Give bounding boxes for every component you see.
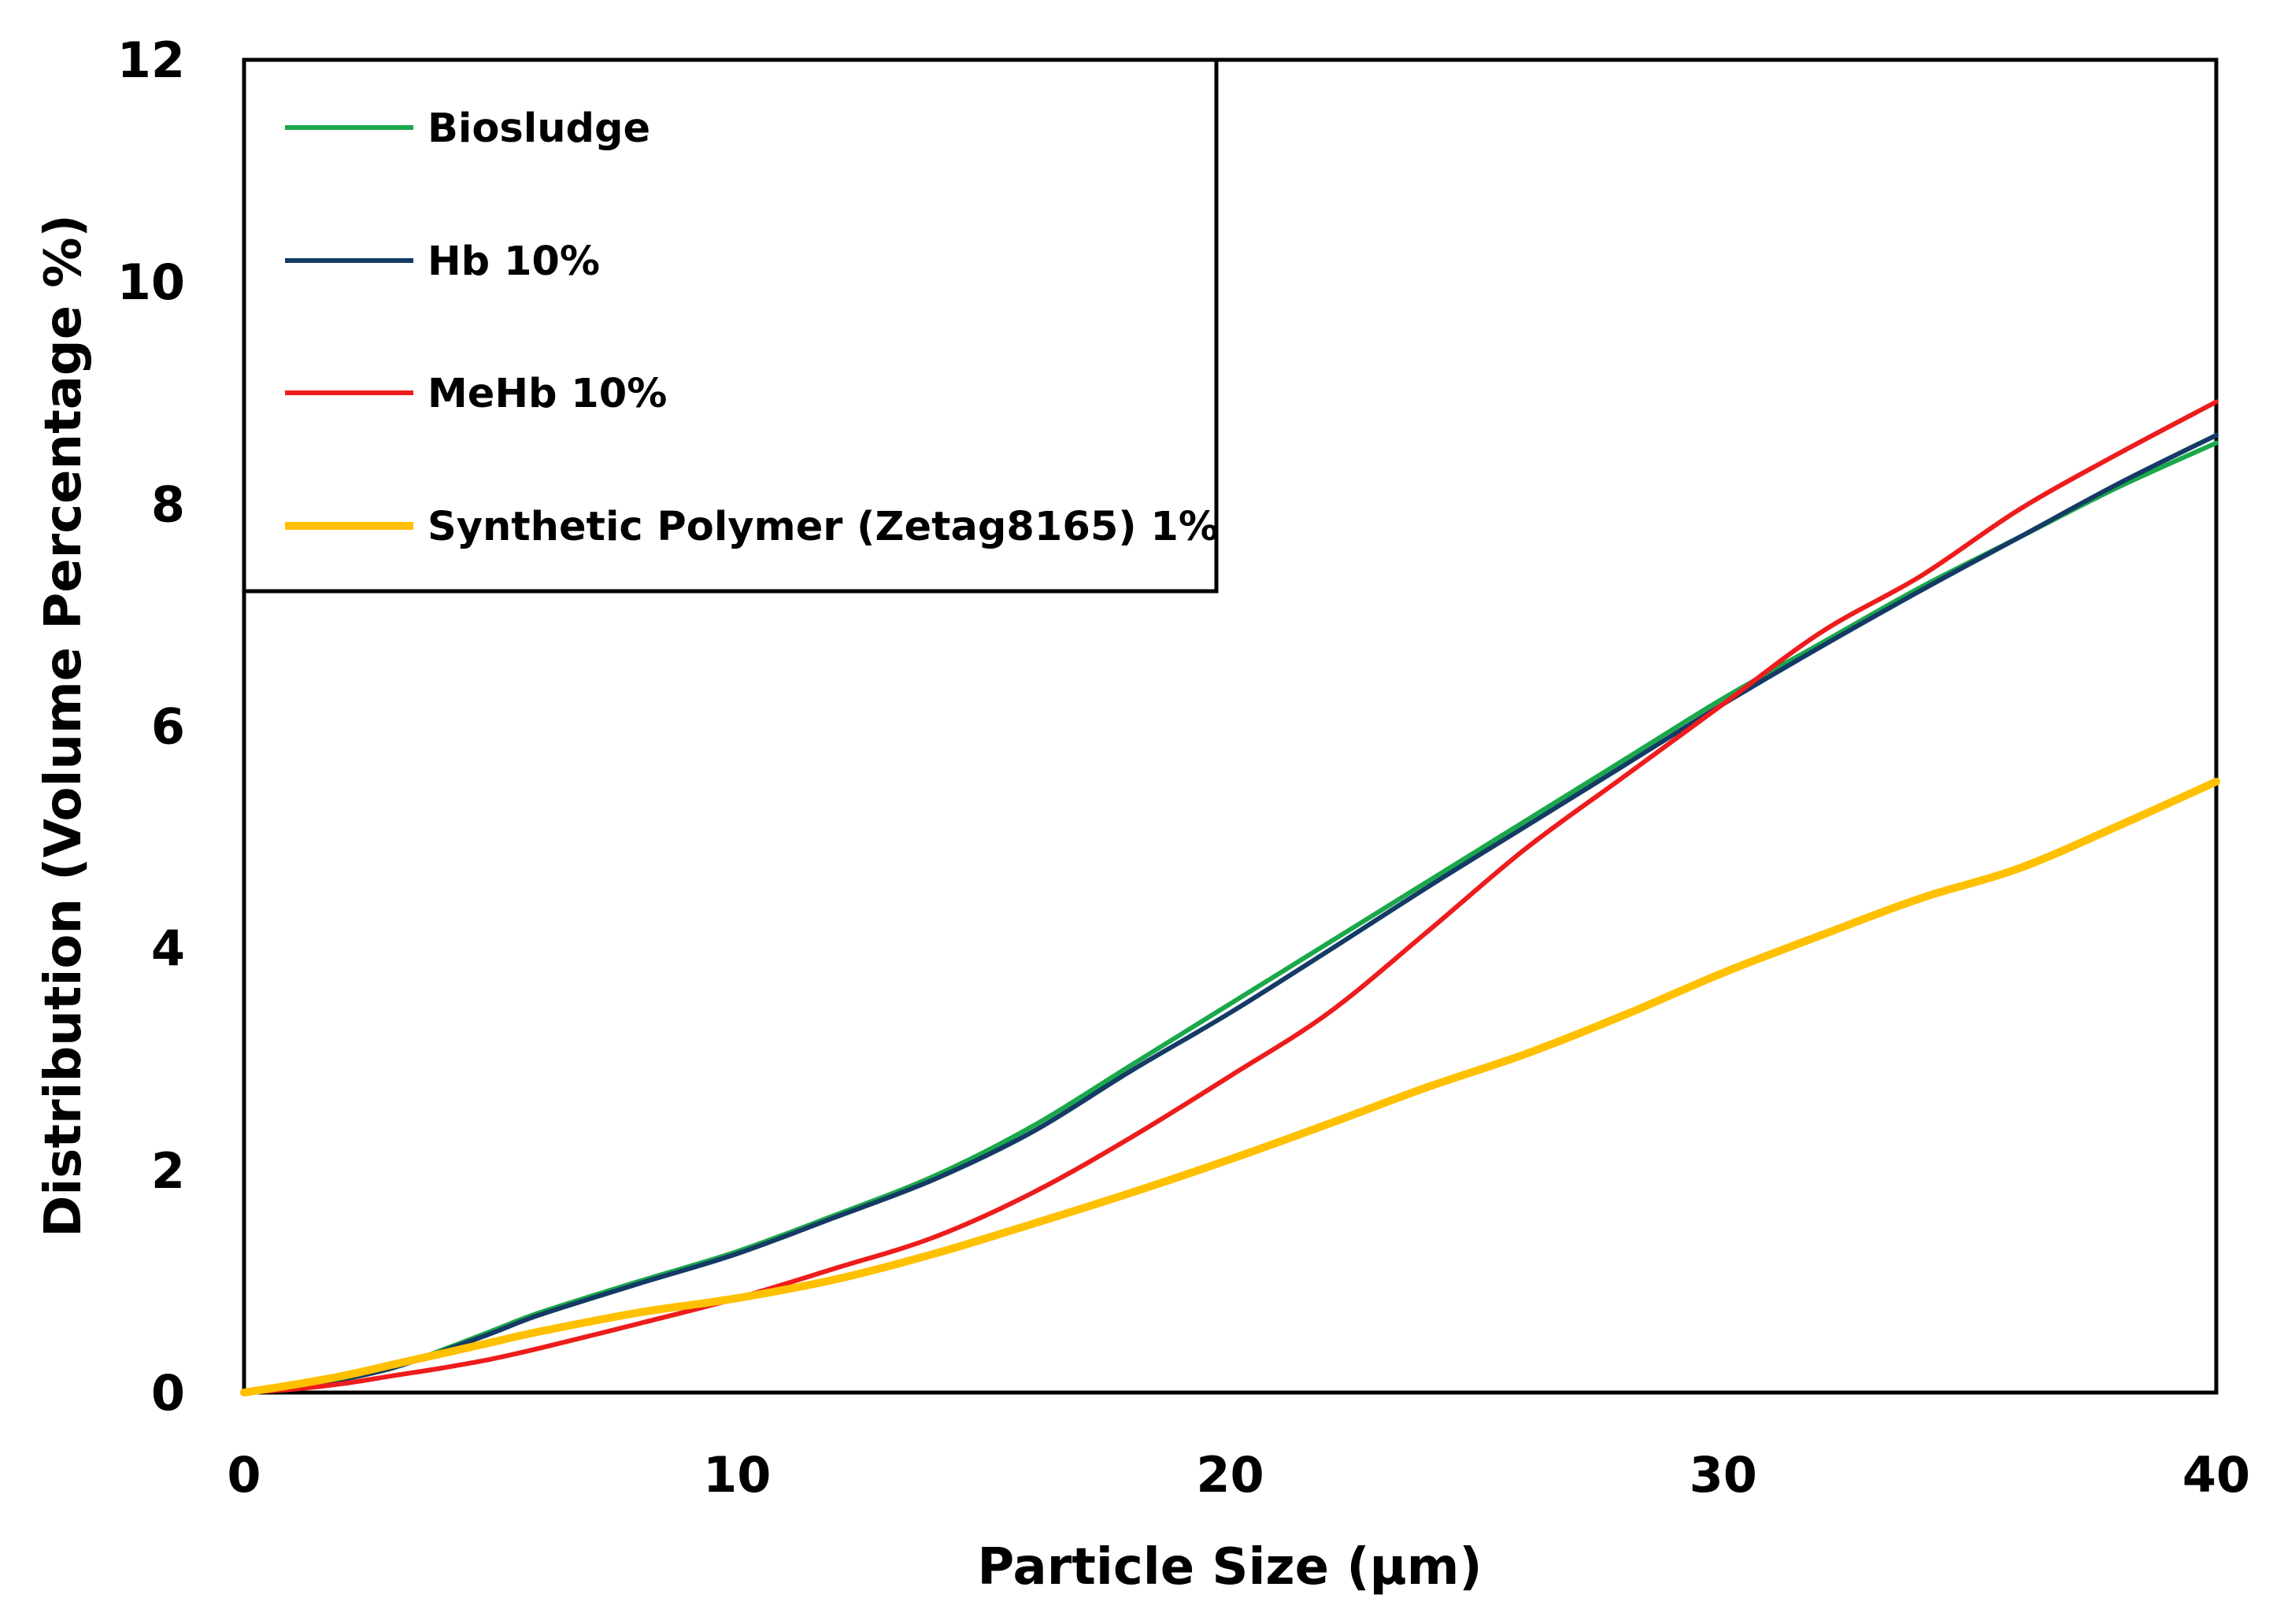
legend-label-biosludge: Biosludge <box>428 105 650 152</box>
y-tick-label: 8 <box>151 475 185 533</box>
y-tick-label: 0 <box>151 1364 185 1422</box>
y-tick-label: 2 <box>151 1142 185 1200</box>
series-line-hb-10 <box>242 432 2219 1395</box>
legend-label-synthetic-polymer: Synthetic Polymer (Zetag8165) 1% <box>428 504 1219 550</box>
x-tick-label: 0 <box>227 1446 261 1504</box>
x-tick-label: 40 <box>2182 1446 2250 1504</box>
series-line-mehb-10 <box>242 399 2219 1395</box>
y-tick-label: 10 <box>117 253 185 311</box>
legend-label-hb-10: Hb 10% <box>428 239 600 285</box>
x-axis-title: Particle Size (µm) <box>977 1538 1482 1596</box>
y-axis-title: Distribution (Volume Percentage %) <box>35 214 93 1237</box>
legend: Biosludge Hb 10% MeHb 10% Synthetic Polymer… <box>242 57 1219 594</box>
x-tick-label: 20 <box>1196 1446 1264 1504</box>
x-tick-label: 30 <box>1690 1446 1757 1504</box>
x-axis-ticks: 0 10 20 30 40 <box>227 1446 2250 1504</box>
y-tick-label: 6 <box>151 698 185 756</box>
x-tick-label: 10 <box>703 1446 771 1504</box>
y-axis-ticks: 0 2 4 6 8 10 12 <box>117 31 185 1422</box>
series-line-synthetic-polymer <box>240 778 2220 1396</box>
y-tick-label: 12 <box>117 31 185 89</box>
series-lines <box>240 399 2220 1396</box>
y-tick-label: 4 <box>151 920 185 978</box>
legend-box <box>242 57 1219 594</box>
legend-label-mehb-10: MeHb 10% <box>428 371 667 417</box>
